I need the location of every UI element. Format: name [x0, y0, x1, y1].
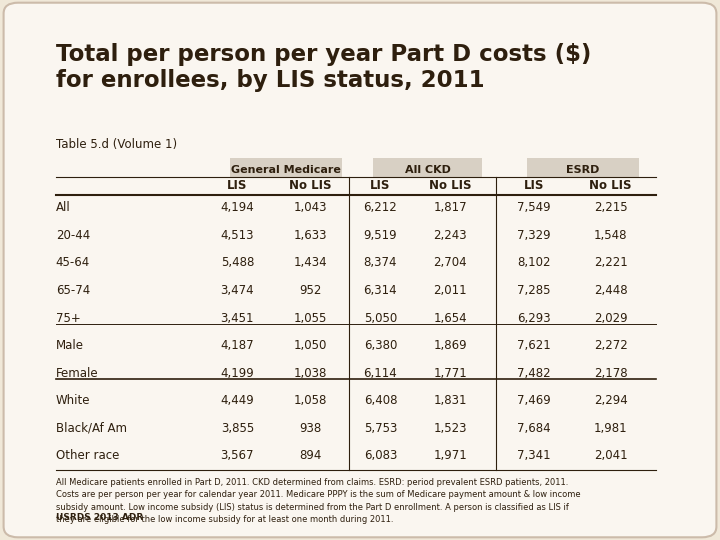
Text: 65-74: 65-74: [56, 284, 90, 297]
Text: 75+: 75+: [56, 312, 81, 325]
Text: General Medicare: General Medicare: [231, 165, 341, 174]
Text: 3,855: 3,855: [221, 422, 254, 435]
Text: 2,029: 2,029: [594, 312, 628, 325]
Text: No LIS: No LIS: [590, 179, 632, 192]
Text: 1,831: 1,831: [433, 394, 467, 407]
Text: 2,221: 2,221: [594, 256, 628, 269]
Text: 2,704: 2,704: [433, 256, 467, 269]
Text: 7,621: 7,621: [517, 339, 551, 352]
Text: 6,083: 6,083: [364, 449, 397, 462]
Text: 20-44: 20-44: [56, 229, 90, 242]
Text: 2,272: 2,272: [594, 339, 628, 352]
Bar: [374, 158, 482, 177]
Text: 938: 938: [300, 422, 322, 435]
Text: 6,314: 6,314: [364, 284, 397, 297]
Text: 4,199: 4,199: [220, 367, 254, 380]
Text: 8,374: 8,374: [364, 256, 397, 269]
Text: Female: Female: [56, 367, 99, 380]
Text: 2,041: 2,041: [594, 449, 628, 462]
Text: Male: Male: [56, 339, 84, 352]
Text: 7,549: 7,549: [517, 201, 551, 214]
Text: 5,488: 5,488: [220, 256, 254, 269]
Text: 2,243: 2,243: [433, 229, 467, 242]
Text: 6,114: 6,114: [364, 367, 397, 380]
Text: Other race: Other race: [56, 449, 120, 462]
Text: 7,684: 7,684: [517, 422, 551, 435]
Text: Total per person per year Part D costs ($)
for enrollees, by LIS status, 2011: Total per person per year Part D costs (…: [56, 43, 591, 92]
Text: 2,178: 2,178: [594, 367, 628, 380]
Text: Table 5.d (Volume 1): Table 5.d (Volume 1): [56, 138, 177, 151]
Text: 3,567: 3,567: [220, 449, 254, 462]
Text: 6,212: 6,212: [364, 201, 397, 214]
Text: 4,449: 4,449: [220, 394, 254, 407]
Text: 1,971: 1,971: [433, 449, 467, 462]
Text: 6,380: 6,380: [364, 339, 397, 352]
Text: 1,043: 1,043: [294, 201, 328, 214]
Text: All: All: [56, 201, 71, 214]
Text: 4,187: 4,187: [220, 339, 254, 352]
Text: 6,293: 6,293: [517, 312, 551, 325]
Text: White: White: [56, 394, 90, 407]
Text: 1,523: 1,523: [433, 422, 467, 435]
Text: 1,050: 1,050: [294, 339, 328, 352]
Text: LIS: LIS: [523, 179, 544, 192]
Text: 45-64: 45-64: [56, 256, 90, 269]
Text: No LIS: No LIS: [429, 179, 472, 192]
Text: 894: 894: [300, 449, 322, 462]
Text: 1,869: 1,869: [433, 339, 467, 352]
Text: 1,038: 1,038: [294, 367, 328, 380]
Text: 1,058: 1,058: [294, 394, 328, 407]
Text: 7,329: 7,329: [517, 229, 551, 242]
Text: 7,341: 7,341: [517, 449, 551, 462]
Text: 1,633: 1,633: [294, 229, 328, 242]
Text: 1,981: 1,981: [594, 422, 628, 435]
Text: No LIS: No LIS: [289, 179, 332, 192]
Text: 5,753: 5,753: [364, 422, 397, 435]
Text: 6,408: 6,408: [364, 394, 397, 407]
Text: LIS: LIS: [227, 179, 248, 192]
Bar: [230, 158, 342, 177]
Text: LIS: LIS: [370, 179, 390, 192]
Text: 1,817: 1,817: [433, 201, 467, 214]
Text: 1,434: 1,434: [294, 256, 328, 269]
Text: 1,771: 1,771: [433, 367, 467, 380]
Text: 1,055: 1,055: [294, 312, 328, 325]
Text: 4,194: 4,194: [220, 201, 254, 214]
Text: 3,451: 3,451: [220, 312, 254, 325]
Bar: [527, 158, 639, 177]
Text: 952: 952: [300, 284, 322, 297]
Text: 2,215: 2,215: [594, 201, 628, 214]
Text: ESRD: ESRD: [566, 165, 600, 174]
Text: 8,102: 8,102: [517, 256, 551, 269]
Text: 2,294: 2,294: [594, 394, 628, 407]
Text: Black/Af Am: Black/Af Am: [56, 422, 127, 435]
Text: 5,050: 5,050: [364, 312, 397, 325]
Text: All CKD: All CKD: [405, 165, 451, 174]
Text: 4,513: 4,513: [220, 229, 254, 242]
Text: 7,285: 7,285: [517, 284, 551, 297]
Text: 2,011: 2,011: [433, 284, 467, 297]
Text: All Medicare patients enrolled in Part D, 2011. CKD determined from claims. ESRD: All Medicare patients enrolled in Part D…: [56, 478, 580, 524]
Text: 2,448: 2,448: [594, 284, 628, 297]
Text: USRDS 2013 ADR: USRDS 2013 ADR: [56, 513, 143, 522]
Text: 7,482: 7,482: [517, 367, 551, 380]
Text: 7,469: 7,469: [517, 394, 551, 407]
Text: 1,654: 1,654: [433, 312, 467, 325]
Text: 1,548: 1,548: [594, 229, 628, 242]
Text: 9,519: 9,519: [364, 229, 397, 242]
Text: 3,474: 3,474: [220, 284, 254, 297]
